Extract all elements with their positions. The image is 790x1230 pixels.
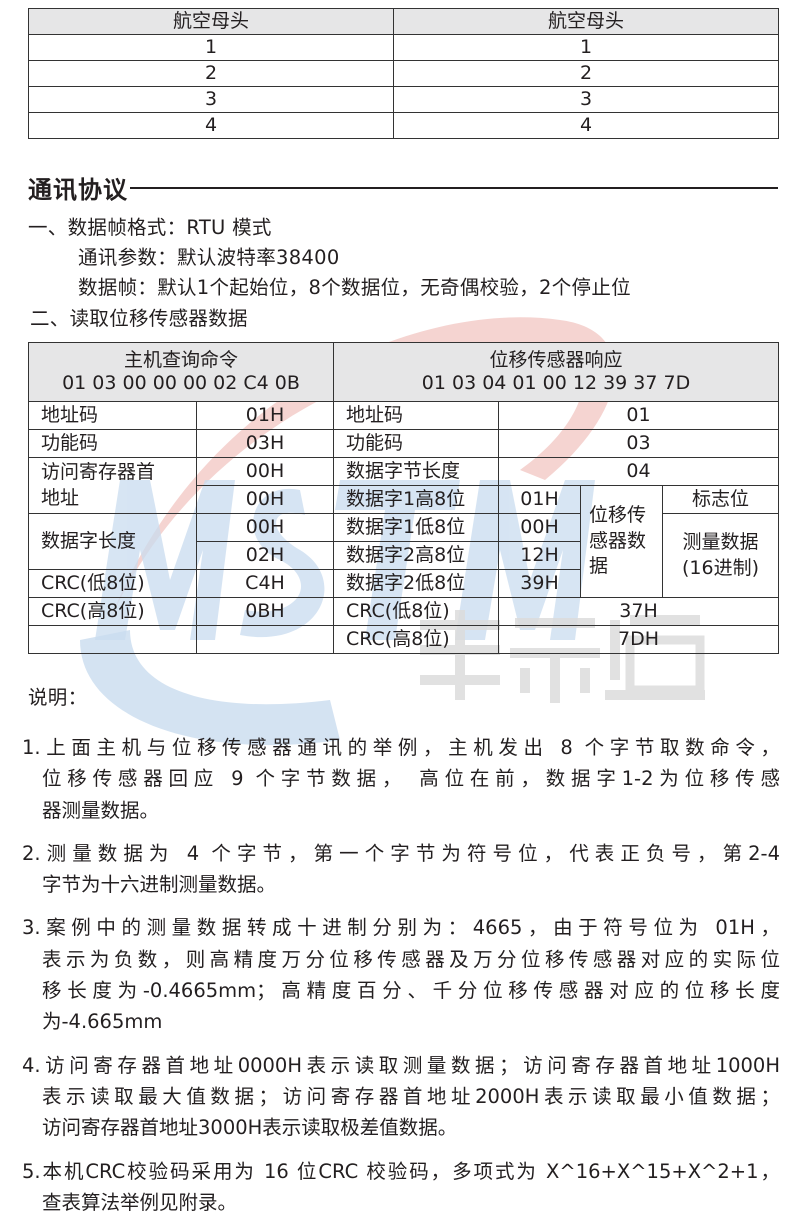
notes-heading: 说明： <box>28 686 88 709</box>
table-cell: 标志位 <box>662 485 779 514</box>
data-frame-line: 数据帧：默认1个起始位，8个数据位，无奇偶校验，2个停止位 <box>78 276 631 299</box>
table-cell: 00H <box>195 513 335 542</box>
note-item: 3.案例中的测量数据转成十进制分别为：4665，由于符号位为 01H， 表示为负数… <box>22 912 780 1037</box>
sensor-bytes: 01 03 04 01 00 12 39 37 7D <box>421 372 691 394</box>
table-cell: 数据字1低8位 <box>333 513 500 542</box>
table-cell: 数据字节长度 <box>333 457 500 486</box>
table-cell: 04 <box>498 457 779 486</box>
table-cell: 3 <box>393 86 779 113</box>
table-cell: 2 <box>28 60 394 87</box>
section-rule <box>130 186 778 189</box>
host-bytes: 01 03 00 00 00 02 C4 0B <box>62 372 300 394</box>
table-cell: 4 <box>393 112 779 139</box>
table-cell-empty <box>195 625 335 654</box>
table-cell: 01 <box>498 401 779 430</box>
comm-params-line: 通讯参数：默认波特率38400 <box>78 246 340 269</box>
sensor-header-title: 位移传感器响应 <box>489 349 623 372</box>
table-row: CRC(高8位) 0BH CRC(低8位) 37H <box>28 597 779 626</box>
table-cell: 00H <box>498 513 582 542</box>
table-header: 航空母头 <box>393 8 779 35</box>
note-line: 查表算法举例见附录。 <box>42 1190 238 1214</box>
table-cell: 地址码 <box>333 401 500 430</box>
table-cell: 02H <box>195 541 335 570</box>
table-cell: 测量数据(16进制) <box>662 513 779 598</box>
table-cell: 12H <box>498 541 582 570</box>
note-line: 3.案例中的测量数据转成十进制分别为：4665，由于符号位为 01H， <box>22 916 780 940</box>
table-row: 数据字长度 00H 数据字1低8位 00H 测量数据(16进制) <box>28 513 779 598</box>
table-cell: 功能码 <box>28 429 197 458</box>
table-row: 访问寄存器首地址 00H 数据字节长度 04 <box>28 457 779 514</box>
note-line: 表示为负数，则高精度万分位移传感器及万分位移传感器对应的实际位 <box>42 947 780 971</box>
host-header-title: 主机查询命令 <box>124 349 239 372</box>
note-line: 2.测量数据为 4 个字节，第一个字节为符号位，代表正负号，第2-4 <box>22 841 780 865</box>
note-line: 位移传感器回应 9 个字节数据， 高位在前，数据字1-2为位移传感 <box>42 767 780 791</box>
table-cell: 数据字2高8位 <box>333 541 500 570</box>
table-cell-empty <box>28 625 197 654</box>
table-cell: CRC(高8位) <box>28 597 197 626</box>
table-cell: 01H <box>195 401 335 430</box>
sensor-response-header: 位移传感器响应 01 03 04 01 00 12 39 37 7D <box>333 342 779 402</box>
table-cell: CRC(低8位) <box>28 569 197 598</box>
note-line: 移长度为-0.4665mm；高精度百分、千分位移传感器对应的位移长度 <box>42 979 780 1003</box>
table-cell: 00H <box>195 485 335 514</box>
table-header: 航空母头 <box>28 8 394 35</box>
table-cell: CRC(高8位) <box>333 625 500 654</box>
table-row: 功能码 03H 功能码 03 <box>28 429 779 458</box>
table-row: 地址码 01H 地址码 01 <box>28 401 779 430</box>
table-cell: C4H <box>195 569 335 598</box>
table-cell: 数据字2低8位 <box>333 569 500 598</box>
note-line: 访问寄存器首地址3000H表示读取极差值数据。 <box>42 1116 458 1140</box>
read-sensor-heading: 二、读取位移传感器数据 <box>30 307 248 330</box>
notes-list: 1.上面主机与位移传感器通讯的举例，主机发出 8 个字节取数命令， 位移传感器回应… <box>22 732 780 1230</box>
note-line: 5.本机CRC校验码采用为 16 位CRC 校验码，多项式为 X^16+X^15… <box>22 1159 780 1183</box>
note-item: 2.测量数据为 4 个字节，第一个字节为符号位，代表正负号，第2-4 字节为十六进… <box>22 838 780 901</box>
table-cell: 03H <box>195 429 335 458</box>
table-cell: 1 <box>393 34 779 61</box>
protocol-table: 主机查询命令 01 03 00 00 00 02 C4 0B 位移传感器响应 01 … <box>27 342 779 654</box>
table-cell: 03 <box>498 429 779 458</box>
table-cell: 1 <box>28 34 394 61</box>
note-line: 为-4.665mm <box>42 1010 163 1034</box>
table-cell: 0BH <box>195 597 335 626</box>
section-title: 通讯协议 <box>28 170 778 205</box>
table-cell: 访问寄存器首地址 <box>28 457 197 514</box>
table-cell: 4 <box>28 112 394 139</box>
table-cell: 地址码 <box>28 401 197 430</box>
table-cell: 7DH <box>498 625 779 654</box>
table-cell: 2 <box>393 60 779 87</box>
note-line: 器测量数据。 <box>42 798 160 822</box>
note-line: 1.上面主机与位移传感器通讯的举例，主机发出 8 个字节取数命令， <box>22 736 780 759</box>
note-line: 4.访问寄存器首地址0000H表示读取测量数据；访问寄存器首地址1000H <box>22 1053 780 1077</box>
table-cell: 功能码 <box>333 429 500 458</box>
note-line: 字节为十六进制测量数据。 <box>42 873 277 897</box>
table-cell: CRC(低8位) <box>333 597 500 626</box>
table-cell: 01H <box>498 485 582 514</box>
table-cell: 数据字长度 <box>28 513 197 570</box>
note-line: 表示读取最大值数据；访问寄存器首地址2000H表示读取最小值数据； <box>42 1084 780 1108</box>
table-row: CRC(高8位) 7DH <box>28 625 779 654</box>
section-title-text: 通讯协议 <box>28 176 128 204</box>
table-cell: 数据字1高8位 <box>333 485 500 514</box>
host-command-header: 主机查询命令 01 03 00 00 00 02 C4 0B <box>27 342 335 402</box>
table-cell: 00H <box>195 457 335 486</box>
table-cell: 39H <box>498 569 582 598</box>
frame-format-line: 一、数据帧格式：RTU 模式 <box>28 216 272 239</box>
note-item: 1.上面主机与位移传感器通讯的举例，主机发出 8 个字节取数命令， 位移传感器回应… <box>22 732 780 826</box>
note-item: 4.访问寄存器首地址0000H表示读取测量数据；访问寄存器首地址1000H 表示读… <box>22 1050 780 1144</box>
note-item: 5.本机CRC校验码采用为 16 位CRC 校验码，多项式为 X^16+X^15… <box>22 1156 780 1219</box>
table-cell: 3 <box>28 86 394 113</box>
table-cell: 位移传感器数据 <box>580 485 664 598</box>
table-cell: 37H <box>498 597 779 626</box>
